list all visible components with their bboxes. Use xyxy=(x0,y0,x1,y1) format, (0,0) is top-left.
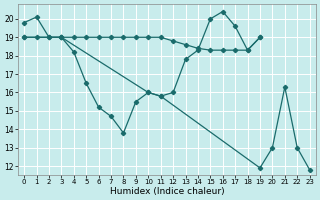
X-axis label: Humidex (Indice chaleur): Humidex (Indice chaleur) xyxy=(109,187,224,196)
